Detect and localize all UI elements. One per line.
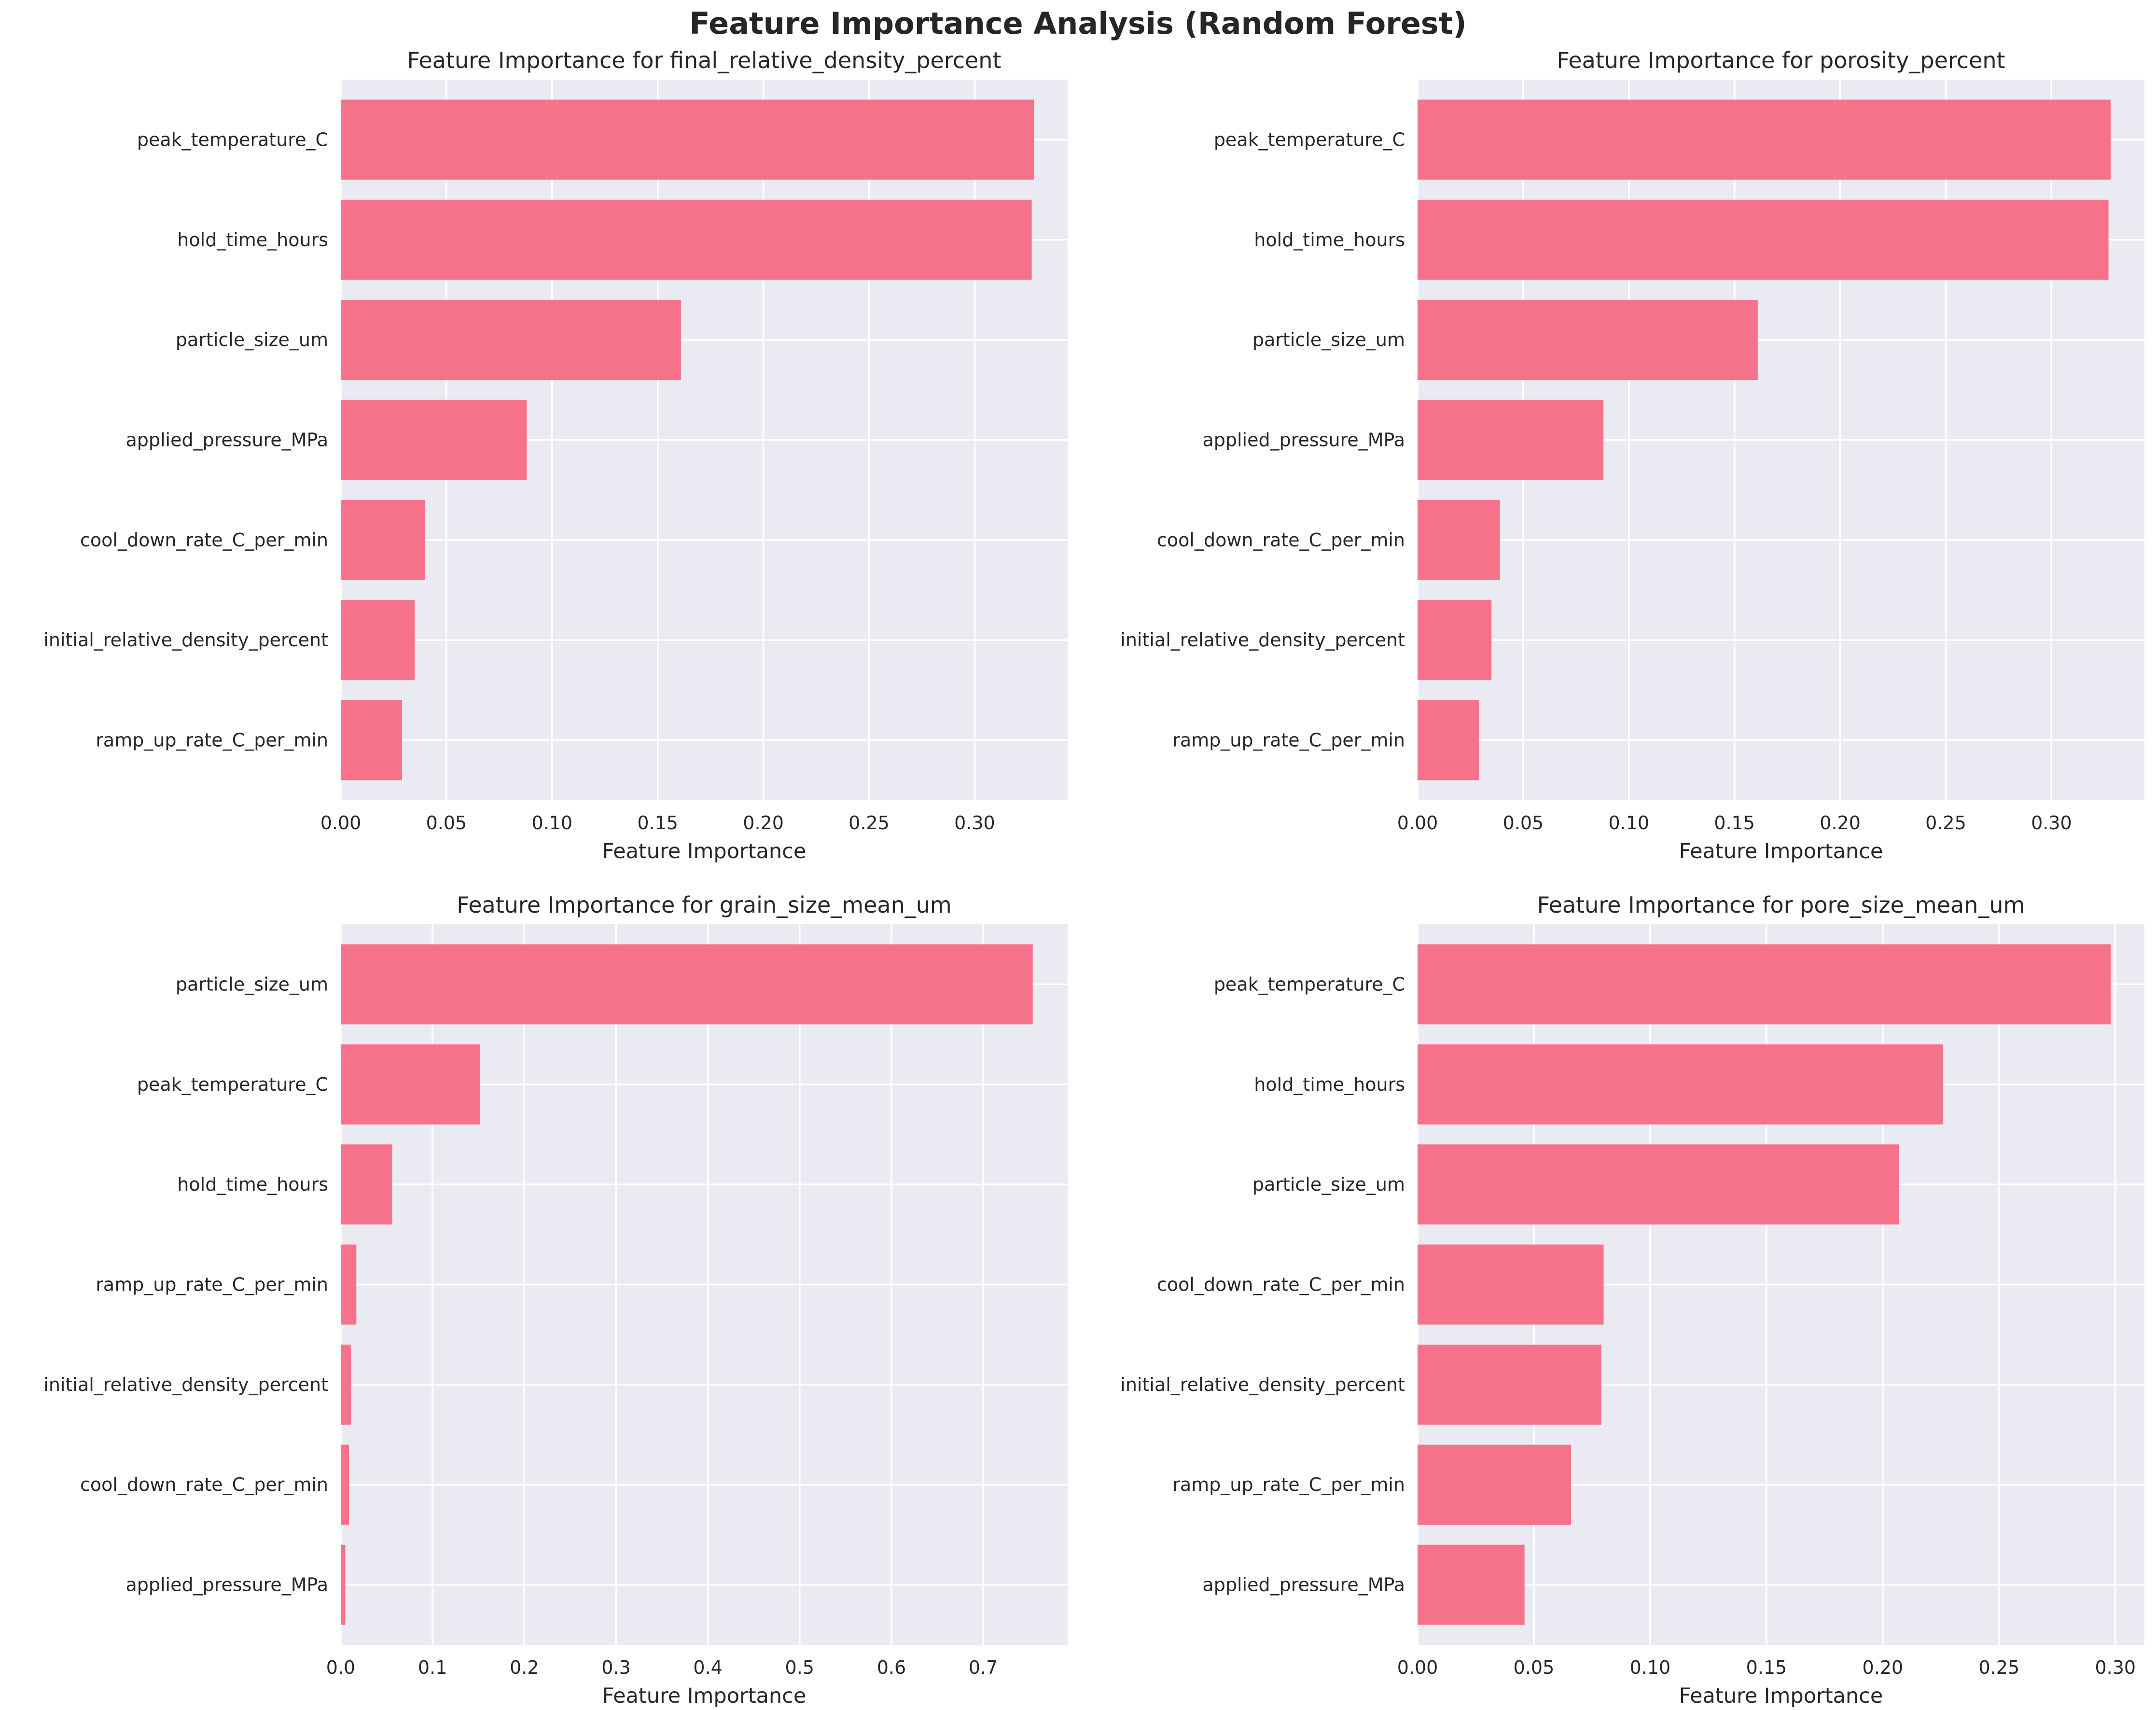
bar [1418,400,1604,480]
y-tick-label: applied_pressure_MPa [125,1574,328,1596]
bar [341,1244,357,1325]
bar [1418,1144,1899,1225]
bar [1418,1544,1525,1625]
x-tick-label: 0.05 [1503,812,1544,834]
bar [1418,500,1500,580]
y-tick-label: hold_time_hours [177,229,328,250]
x-tick-label: 0.20 [1863,1657,1904,1678]
y-tick-label: ramp_up_rate_C_per_min [96,730,328,751]
bar [341,99,1034,180]
x-tick-label: 0.5 [785,1657,814,1678]
bar [341,400,527,480]
y-tick-label: cool_down_rate_C_per_min [80,529,328,551]
x-axis-label: Feature Importance [1679,839,1883,863]
bar [341,1344,351,1425]
y-tick-label: applied_pressure_MPa [1202,430,1405,451]
y-tick-label: initial_relative_density_percent [43,1374,328,1395]
x-tick-label: 0.30 [2095,1657,2136,1678]
x-tick-label: 0.05 [426,812,467,834]
bar [1418,600,1492,681]
y-tick-label: peak_temperature_C [137,1074,328,1095]
y-tick-label: particle_size_um [1252,1174,1405,1195]
y-tick-label: peak_temperature_C [1214,129,1405,150]
y-tick-label: ramp_up_rate_C_per_min [1172,1474,1405,1495]
bar [341,944,1033,1025]
x-tick-label: 0.2 [510,1657,539,1678]
y-tick-label: cool_down_rate_C_per_min [1157,1274,1405,1295]
bar [341,199,1032,280]
x-tick-label: 0.05 [1514,1657,1555,1678]
bar [341,1544,346,1625]
x-tick-label: 0.10 [531,812,572,834]
bar [1418,700,1479,780]
x-tick-label: 0.15 [637,812,678,834]
y-tick-label: applied_pressure_MPa [1202,1574,1405,1596]
figure-title: Feature Importance Analysis (Random Fore… [689,6,1467,41]
x-tick-label: 0.0 [326,1657,355,1678]
y-tick-label: applied_pressure_MPa [125,430,328,451]
y-tick-label: hold_time_hours [1254,1074,1405,1095]
x-tick-label: 0.00 [320,812,362,834]
bar [341,600,415,681]
y-tick-label: ramp_up_rate_C_per_min [96,1274,328,1295]
y-tick-label: peak_temperature_C [137,129,328,150]
bar [1418,1244,1604,1325]
y-tick-label: hold_time_hours [1254,229,1405,250]
bar [1418,944,2111,1025]
bar [341,1144,392,1225]
subplot-title: Feature Importance for pore_size_mean_um [1537,892,2025,918]
y-tick-label: initial_relative_density_percent [1120,1374,1405,1395]
x-tick-label: 0.00 [1397,1657,1438,1678]
bar [1418,199,2109,280]
y-tick-label: peak_temperature_C [1214,973,1405,995]
y-tick-label: hold_time_hours [177,1174,328,1195]
x-tick-label: 0.15 [1714,812,1755,834]
y-tick-label: particle_size_um [1252,329,1405,350]
x-tick-label: 0.1 [418,1657,447,1678]
x-tick-label: 0.30 [954,812,995,834]
x-tick-label: 0.25 [848,812,890,834]
bar [341,300,681,380]
y-tick-label: initial_relative_density_percent [1120,629,1405,651]
x-tick-label: 0.25 [1978,1657,2019,1678]
bar [341,1044,481,1125]
subplot-title: Feature Importance for grain_size_mean_u… [457,892,951,918]
x-tick-label: 0.4 [693,1657,722,1678]
x-tick-label: 0.20 [743,812,784,834]
x-tick-label: 0.6 [877,1657,906,1678]
x-tick-label: 0.30 [2031,812,2072,834]
y-tick-label: cool_down_rate_C_per_min [80,1474,328,1495]
bar [1418,1044,1944,1125]
subplot-title: Feature Importance for final_relative_de… [407,47,1001,73]
x-tick-label: 0.10 [1608,812,1649,834]
x-tick-label: 0.15 [1746,1657,1787,1678]
bar [1418,1344,1601,1425]
bar [341,700,402,780]
bar [1418,99,2111,180]
y-tick-label: particle_size_um [176,973,328,995]
x-tick-label: 0.25 [1925,812,1966,834]
bar [1418,1445,1572,1525]
x-tick-label: 0.7 [969,1657,998,1678]
y-tick-label: initial_relative_density_percent [43,629,328,651]
x-tick-label: 0.3 [601,1657,630,1678]
x-axis-label: Feature Importance [602,1684,807,1708]
x-tick-label: 0.00 [1397,812,1438,834]
y-tick-label: ramp_up_rate_C_per_min [1172,730,1405,751]
bar [341,1445,349,1525]
y-tick-label: particle_size_um [176,329,328,350]
bar [1418,300,1758,380]
x-tick-label: 0.10 [1630,1657,1671,1678]
bar [341,500,426,580]
x-axis-label: Feature Importance [1679,1684,1883,1708]
y-tick-label: cool_down_rate_C_per_min [1157,529,1405,551]
x-axis-label: Feature Importance [602,839,807,863]
x-tick-label: 0.20 [1820,812,1861,834]
subplot-title: Feature Importance for porosity_percent [1557,47,2005,73]
